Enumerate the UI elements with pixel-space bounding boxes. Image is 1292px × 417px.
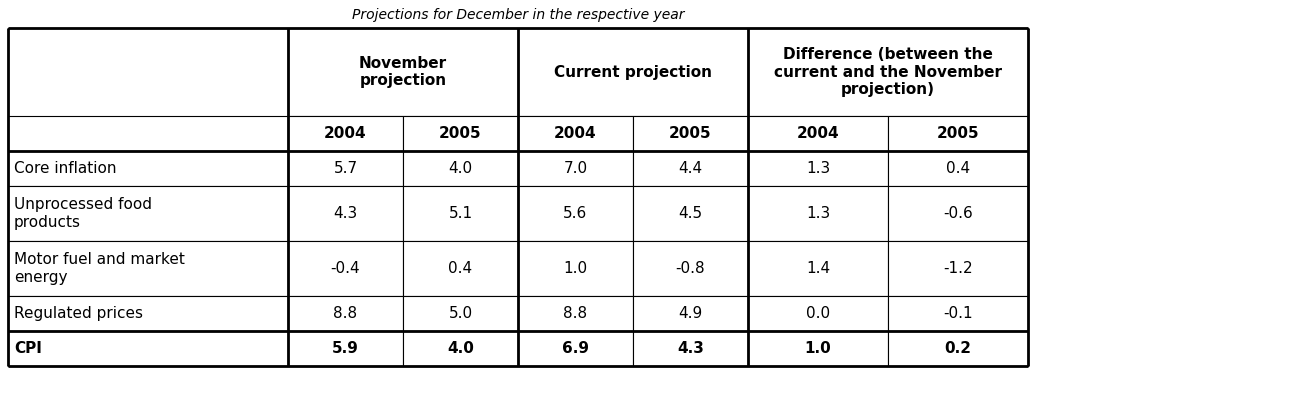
Text: 1.3: 1.3: [806, 206, 831, 221]
Bar: [8, 28, 288, 151]
Bar: [748, 186, 888, 241]
Bar: [403, 241, 518, 296]
Bar: [633, 296, 748, 331]
Text: 1.3: 1.3: [806, 161, 831, 176]
Text: 2005: 2005: [937, 126, 979, 141]
Bar: [403, 331, 518, 366]
Text: 0.4: 0.4: [448, 261, 473, 276]
Text: 2004: 2004: [554, 126, 597, 141]
Bar: [748, 116, 888, 151]
Bar: [288, 241, 403, 296]
Bar: [748, 241, 888, 296]
Text: -0.1: -0.1: [943, 306, 973, 321]
Text: 4.0: 4.0: [448, 161, 473, 176]
Text: Difference (between the
current and the November
projection): Difference (between the current and the …: [774, 47, 1003, 97]
Bar: [403, 296, 518, 331]
Bar: [633, 186, 748, 241]
Bar: [8, 296, 288, 331]
Text: 5.9: 5.9: [332, 341, 359, 356]
Bar: [518, 296, 633, 331]
Bar: [748, 28, 1028, 116]
Text: Regulated prices: Regulated prices: [14, 306, 143, 321]
Text: Current projection: Current projection: [554, 65, 712, 80]
Text: 4.0: 4.0: [447, 341, 474, 356]
Bar: [8, 331, 288, 366]
Text: -0.4: -0.4: [331, 261, 360, 276]
Bar: [288, 28, 518, 116]
Text: 2005: 2005: [669, 126, 712, 141]
Bar: [748, 151, 888, 186]
Bar: [403, 151, 518, 186]
Text: 1.0: 1.0: [805, 341, 831, 356]
Text: Core inflation: Core inflation: [14, 161, 116, 176]
Text: -0.8: -0.8: [676, 261, 705, 276]
Bar: [888, 296, 1028, 331]
Text: 5.0: 5.0: [448, 306, 473, 321]
Text: 0.0: 0.0: [806, 306, 829, 321]
Bar: [888, 331, 1028, 366]
Text: 1.4: 1.4: [806, 261, 829, 276]
Text: 4.4: 4.4: [678, 161, 703, 176]
Text: 5.1: 5.1: [448, 206, 473, 221]
Bar: [518, 116, 633, 151]
Bar: [8, 151, 288, 186]
Text: 2004: 2004: [324, 126, 367, 141]
Text: Motor fuel and market
energy: Motor fuel and market energy: [14, 252, 185, 285]
Text: 4.5: 4.5: [678, 206, 703, 221]
Text: -0.6: -0.6: [943, 206, 973, 221]
Text: CPI: CPI: [14, 341, 41, 356]
Text: 5.6: 5.6: [563, 206, 588, 221]
Bar: [633, 151, 748, 186]
Text: 7.0: 7.0: [563, 161, 588, 176]
Bar: [518, 151, 633, 186]
Bar: [633, 241, 748, 296]
Bar: [288, 116, 403, 151]
Text: Projections for December in the respective year: Projections for December in the respecti…: [351, 8, 685, 22]
Bar: [518, 331, 633, 366]
Bar: [288, 151, 403, 186]
Bar: [403, 116, 518, 151]
Text: Unprocessed food
products: Unprocessed food products: [14, 197, 152, 230]
Text: 1.0: 1.0: [563, 261, 588, 276]
Text: 4.3: 4.3: [333, 206, 358, 221]
Text: 8.8: 8.8: [333, 306, 358, 321]
Text: -1.2: -1.2: [943, 261, 973, 276]
Bar: [518, 186, 633, 241]
Bar: [633, 116, 748, 151]
Bar: [8, 186, 288, 241]
Text: 4.3: 4.3: [677, 341, 704, 356]
Bar: [888, 116, 1028, 151]
Bar: [633, 331, 748, 366]
Text: 2004: 2004: [797, 126, 840, 141]
Bar: [748, 331, 888, 366]
Text: 0.2: 0.2: [944, 341, 972, 356]
Bar: [888, 151, 1028, 186]
Text: 4.9: 4.9: [678, 306, 703, 321]
Bar: [888, 241, 1028, 296]
Bar: [748, 296, 888, 331]
Text: 5.7: 5.7: [333, 161, 358, 176]
Bar: [888, 186, 1028, 241]
Text: 0.4: 0.4: [946, 161, 970, 176]
Bar: [403, 186, 518, 241]
Text: 8.8: 8.8: [563, 306, 588, 321]
Bar: [518, 28, 748, 116]
Bar: [518, 241, 633, 296]
Text: 6.9: 6.9: [562, 341, 589, 356]
Bar: [8, 116, 288, 151]
Bar: [288, 331, 403, 366]
Bar: [288, 296, 403, 331]
Text: November
projection: November projection: [359, 56, 447, 88]
Bar: [288, 186, 403, 241]
Bar: [8, 241, 288, 296]
Text: 2005: 2005: [439, 126, 482, 141]
